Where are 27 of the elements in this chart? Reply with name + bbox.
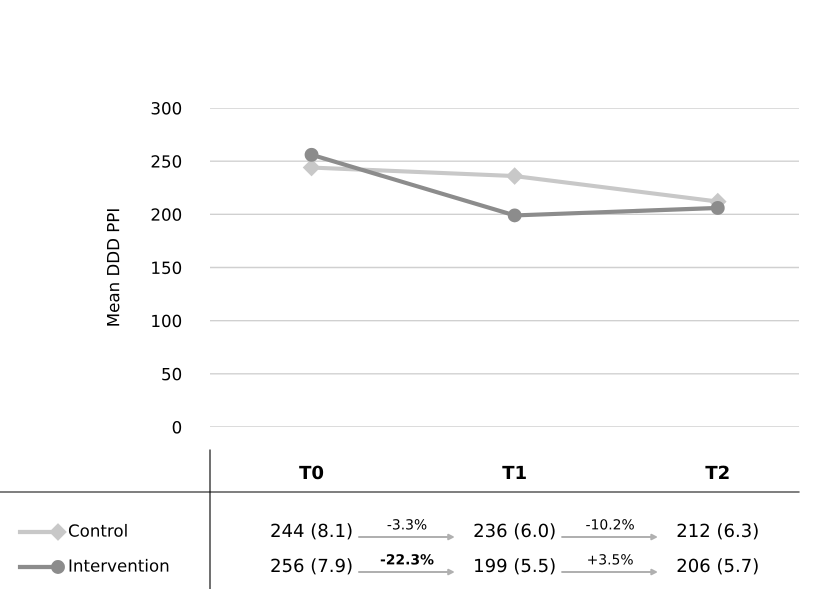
data-label: 212 (6.3) [678,523,758,540]
legend-label: Control [68,524,127,537]
legend-label: Intervention [70,558,168,572]
data-label: 236 (6.0) [474,523,555,540]
y-tick-label: 50 [162,368,182,380]
text: -10.2% [586,519,634,530]
x-tick-label: T2 [705,466,729,479]
text: -3.3% [388,519,426,530]
x-tick-label: T1 [502,466,526,479]
data-label: 206 (5.7) [678,558,758,574]
point [710,201,725,215]
data-label: 199 (5.5) [475,558,555,574]
y-tick-label: 250 [152,155,182,168]
y-tick-label: 200 [152,208,182,221]
y-tick-label: 150 [152,261,182,274]
y-tick-label: 0 [172,420,182,434]
point [304,148,318,162]
y-tick-label: 100 [152,314,182,328]
text: +3.5% [588,554,633,565]
point [506,168,524,185]
data-label: 244 (8.1) [271,523,352,540]
x-tick-label: T0 [299,466,324,480]
text: -22.3% [380,554,434,565]
y-axis-title: Mean DDD PPI [107,209,120,326]
data-label: 256 (7.9) [271,558,352,574]
y-tick-label: 300 [152,102,182,115]
point [508,208,522,222]
